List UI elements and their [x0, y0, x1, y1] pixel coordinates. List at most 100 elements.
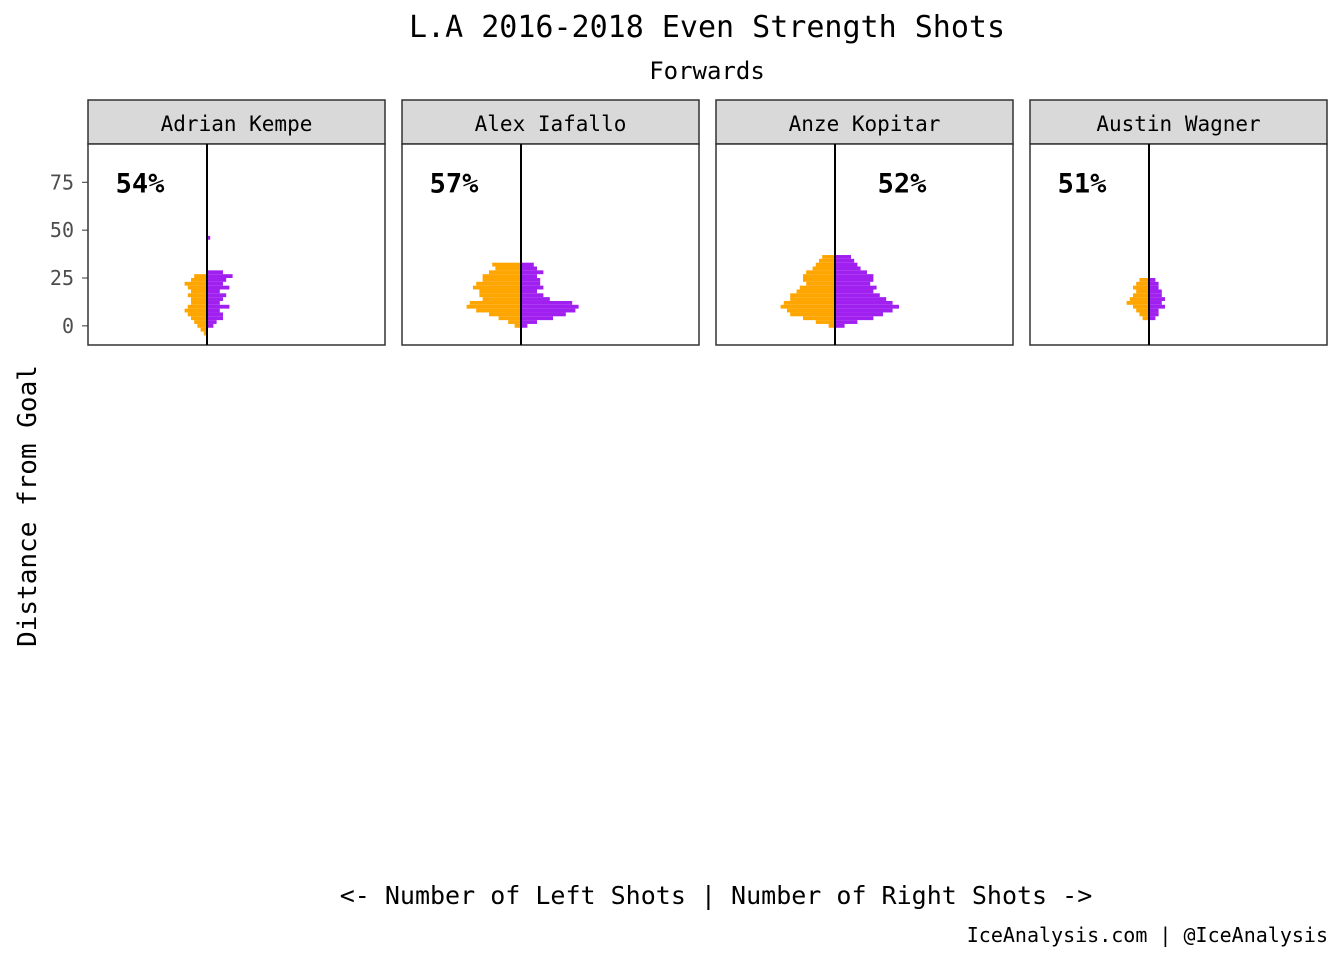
- shot-percentage: 57%: [430, 168, 480, 199]
- left-shot-bar: [200, 327, 207, 332]
- right-shot-bar: [207, 285, 230, 290]
- left-shot-bar: [787, 308, 835, 313]
- shot-percentage: 51%: [1058, 168, 1108, 199]
- right-shot-bar: [207, 300, 220, 305]
- right-shot-bar: [835, 297, 887, 301]
- right-shot-bar: [207, 316, 223, 321]
- right-shot-bar: [521, 304, 579, 309]
- left-shot-bar: [187, 304, 207, 309]
- right-shot-bar: [207, 320, 217, 324]
- right-shot-bar: [1149, 304, 1165, 309]
- left-shot-bar: [790, 293, 835, 298]
- left-shot-bar: [184, 281, 207, 286]
- right-shot-bar: [835, 312, 883, 317]
- y-tick-label: 25: [50, 266, 74, 290]
- right-shot-bar: [1149, 297, 1165, 301]
- facet-strip-label: Anze Kopitar: [789, 112, 941, 136]
- right-shot-bar: [521, 308, 576, 313]
- right-shot-bar: [207, 312, 223, 317]
- x-axis-label: <- Number of Left Shots | Number of Righ…: [340, 881, 1093, 910]
- left-shot-bar: [482, 274, 521, 278]
- left-shot-bar: [476, 308, 521, 313]
- left-shot-bar: [1129, 297, 1149, 301]
- right-shot-bar: [521, 266, 537, 271]
- right-shot-bar: [207, 304, 230, 309]
- y-tick-label: 0: [62, 314, 74, 338]
- left-shot-bar: [203, 331, 207, 336]
- right-shot-bar: [1149, 316, 1156, 321]
- left-shot-bar: [191, 297, 207, 301]
- left-shot-bar: [1136, 281, 1149, 286]
- right-shot-bar: [521, 274, 537, 278]
- right-shot-bar: [835, 320, 858, 324]
- player-panel: Anze Kopitar 52%: [715, 99, 1014, 346]
- left-shot-bar: [806, 281, 835, 286]
- right-shot-bar: [835, 285, 877, 290]
- panel-frame: [87, 143, 386, 346]
- left-shot-bar: [508, 320, 521, 324]
- right-shot-bar: [1149, 312, 1159, 317]
- panel-frame: [1029, 143, 1328, 346]
- right-shot-bar: [521, 278, 541, 282]
- right-shot-bar: [521, 323, 528, 328]
- left-shot-bar: [191, 289, 207, 294]
- left-shot-bar: [806, 270, 835, 275]
- left-shot-bar: [822, 255, 835, 259]
- credit-caption: IceAnalysis.com | @IceAnalysis: [967, 923, 1328, 947]
- y-tick-label: 50: [50, 218, 74, 242]
- facet-strip-label: Adrian Kempe: [161, 112, 313, 136]
- facet-strip-label: Alex Iafallo: [475, 112, 627, 136]
- right-shot-bar: [207, 270, 223, 275]
- right-shot-bar: [835, 300, 893, 305]
- right-shot-bar: [521, 281, 541, 286]
- facet-strip: [715, 99, 1014, 145]
- right-shot-bar: [207, 293, 227, 298]
- left-shot-bar: [194, 320, 207, 324]
- left-shot-bar: [495, 266, 521, 271]
- right-shot-bar: [207, 289, 220, 294]
- left-shot-bar: [803, 274, 835, 278]
- left-shot-bar: [1136, 289, 1149, 294]
- left-shot-bar: [489, 312, 521, 317]
- left-shot-bar: [482, 278, 521, 282]
- facet-panels: Adrian Kempe 0 25 50 75 54% Alex Iafallo 57% Anz…: [50, 99, 1328, 346]
- right-shot-bar: [835, 323, 845, 328]
- left-shot-bar: [492, 262, 521, 267]
- left-shot-bar: [187, 285, 207, 290]
- left-shot-bar: [790, 312, 835, 317]
- left-shot-bar: [1139, 278, 1149, 282]
- left-shot-bar: [1133, 293, 1149, 298]
- right-shot-bar: [1149, 289, 1162, 294]
- left-shot-bar: [1133, 285, 1149, 290]
- right-shot-bar: [521, 289, 537, 294]
- right-shot-bar: [835, 274, 874, 278]
- left-shot-bar: [828, 323, 835, 328]
- left-shot-bar: [812, 266, 835, 271]
- left-shot-bar: [489, 270, 521, 275]
- right-shot-bar: [521, 297, 550, 301]
- right-shot-bar: [835, 281, 871, 286]
- left-shot-bar: [469, 300, 521, 305]
- left-shot-bar: [1136, 308, 1149, 313]
- right-shot-bar: [207, 278, 227, 282]
- facet-strip-label: Austin Wagner: [1096, 112, 1260, 136]
- facet-strip: [401, 99, 700, 145]
- left-shot-bar: [479, 289, 521, 294]
- left-shot-bar: [194, 274, 207, 278]
- right-shot-bar: [835, 258, 855, 263]
- left-shot-bar: [819, 258, 835, 263]
- left-shot-bar: [803, 316, 835, 321]
- left-shot-bar: [476, 281, 521, 286]
- right-shot-bar: [1149, 308, 1159, 313]
- right-shot-bar: [207, 297, 223, 301]
- right-shot-bar: [207, 274, 233, 278]
- left-shot-bar: [197, 323, 207, 328]
- left-shot-bar: [482, 297, 521, 301]
- left-shot-bar: [466, 304, 521, 309]
- right-shot-bar: [207, 323, 214, 328]
- right-shot-bar: [521, 270, 544, 275]
- right-shot-bar: [1149, 281, 1159, 286]
- right-shot-bar: [835, 316, 874, 321]
- chart-title: L.A 2016-2018 Even Strength Shots: [409, 10, 1005, 45]
